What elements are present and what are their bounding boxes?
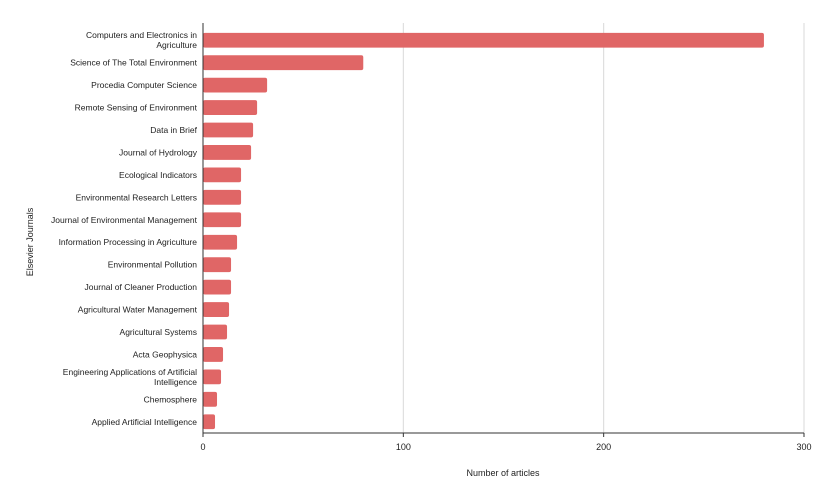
- category-label: Environmental Research Letters: [76, 192, 197, 202]
- category-label: Chemosphere: [144, 394, 198, 404]
- bar: [203, 100, 258, 115]
- y-axis-title: Elsevier Journals: [25, 207, 35, 276]
- category-label: Agricultural Systems: [120, 327, 197, 337]
- grid-lines: [402, 23, 805, 433]
- category-label: Information Processing in Agriculture: [59, 237, 198, 247]
- category-label: Acta Geophysica: [133, 349, 198, 359]
- bars: [203, 32, 764, 430]
- category-label: Journal of Environmental Management: [51, 215, 198, 225]
- category-label: Remote Sensing of Environment: [75, 103, 198, 113]
- bar: [203, 414, 216, 430]
- bar: [203, 212, 242, 228]
- bar: [203, 302, 230, 317]
- x-tick-label: 300: [796, 442, 811, 452]
- bar: [203, 234, 238, 250]
- category-label: Computers and Electronics in: [86, 30, 197, 40]
- bar: [203, 145, 252, 160]
- bar: [203, 257, 232, 273]
- category-label: Data in Brief: [150, 125, 197, 135]
- category-label: Engineering Applications of Artificial: [63, 367, 197, 377]
- bar: [203, 77, 268, 93]
- bar: [203, 189, 242, 205]
- bar: [203, 347, 224, 362]
- bar: [203, 391, 218, 407]
- category-label: Ecological Indicators: [119, 170, 197, 180]
- category-label: Environmental Pollution: [108, 260, 198, 270]
- bar: [203, 324, 228, 340]
- bar: [203, 32, 764, 48]
- category-label: Science of The Total Environment: [70, 58, 197, 68]
- category-label: Intelligence: [154, 377, 197, 387]
- category-label: Applied Artificial Intelligence: [92, 417, 198, 427]
- x-axis-title: Number of articles: [466, 468, 540, 478]
- bar: [203, 122, 254, 138]
- x-tick-label: 100: [396, 442, 411, 452]
- category-label: Journal of Cleaner Production: [85, 282, 198, 292]
- bar: [203, 279, 232, 295]
- x-tick-label: 200: [596, 442, 611, 452]
- category-label: Procedia Computer Science: [91, 80, 197, 90]
- bar: [203, 167, 242, 183]
- x-tick-label: 0: [200, 442, 205, 452]
- x-axis: 0 100 200 300: [200, 432, 812, 452]
- category-label: Journal of Hydrology: [119, 147, 198, 157]
- bar: [203, 55, 364, 71]
- category-label: Agriculture: [156, 40, 197, 50]
- bar: [203, 369, 222, 385]
- category-label: Agricultural Water Management: [78, 305, 198, 315]
